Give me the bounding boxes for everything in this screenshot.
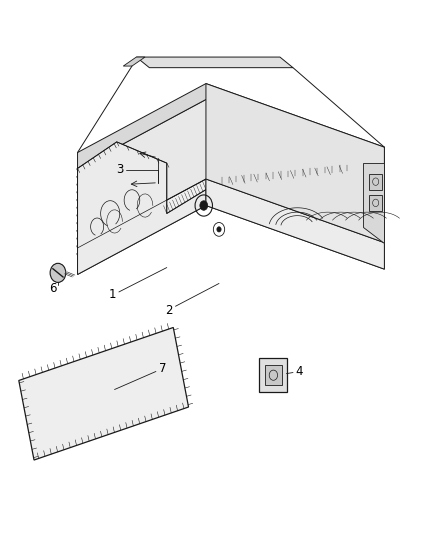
Polygon shape — [78, 100, 385, 248]
Polygon shape — [78, 84, 385, 168]
Polygon shape — [206, 84, 385, 243]
FancyBboxPatch shape — [369, 174, 382, 190]
Polygon shape — [19, 327, 188, 460]
Text: 3: 3 — [116, 164, 124, 176]
Circle shape — [50, 263, 66, 282]
Text: 4: 4 — [296, 365, 303, 378]
FancyBboxPatch shape — [265, 365, 282, 385]
Circle shape — [217, 227, 221, 232]
Text: 6: 6 — [49, 282, 57, 295]
FancyBboxPatch shape — [369, 195, 382, 211]
Polygon shape — [136, 57, 293, 68]
Text: 1: 1 — [109, 288, 116, 301]
Polygon shape — [123, 57, 145, 66]
FancyBboxPatch shape — [259, 358, 287, 392]
Text: 7: 7 — [159, 362, 166, 375]
Polygon shape — [78, 142, 206, 274]
Polygon shape — [206, 179, 385, 269]
Text: 2: 2 — [165, 304, 173, 317]
Polygon shape — [363, 163, 385, 243]
Polygon shape — [78, 179, 385, 274]
Circle shape — [200, 201, 208, 211]
